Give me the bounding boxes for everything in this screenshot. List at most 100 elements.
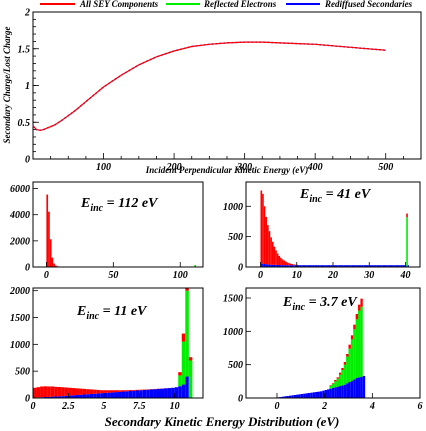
hist-bar-rediffused — [391, 265, 393, 267]
hist-bar-rediffused — [275, 264, 277, 267]
panel-y-tick-label: 1500 — [10, 313, 30, 324]
hist-bar-reflected — [334, 381, 337, 388]
hist-bar-rediffused — [404, 265, 406, 267]
hist-bar-rediffused — [389, 265, 391, 267]
hist-bar-rediffused — [364, 265, 367, 267]
hist-bar-true_secondary — [270, 237, 272, 265]
hist-bar-true_secondary — [276, 253, 279, 265]
hist-bar-rediffused — [358, 377, 361, 398]
hist-bar-rediffused — [93, 393, 97, 398]
panel-x-tick-label: 20 — [327, 270, 338, 281]
hist-bar-rediffused — [146, 389, 150, 398]
hist-bar-reflected — [331, 384, 335, 388]
hist-bar-reflected — [355, 319, 359, 378]
hist-bar-rediffused — [381, 265, 383, 267]
panel-y-tick-label: 500 — [15, 367, 30, 378]
hist-bar-rediffused — [265, 264, 268, 267]
hist-bar-true_secondary — [291, 264, 294, 266]
hist-bar-true_secondary — [46, 194, 49, 267]
panel-frame — [32, 181, 204, 268]
hist-bar-rediffused — [288, 395, 292, 398]
hist-bar-rediffused — [395, 265, 398, 267]
hist-bar-reflected — [329, 386, 332, 389]
hist-bar-true_secondary — [103, 390, 108, 393]
hist-bar-true_secondary — [346, 354, 349, 357]
hist-bar-rediffused — [273, 264, 276, 268]
hist-bar-rediffused — [281, 396, 285, 398]
hist-bar-true_secondary — [57, 387, 62, 397]
panel-title: Einc = 11 eV — [76, 304, 148, 322]
hist-bar-rediffused — [71, 395, 76, 398]
hist-bar-rediffused — [181, 384, 186, 398]
panel-x-tick-label: 2.5 — [61, 401, 75, 412]
hist-bar-true_secondary — [293, 264, 295, 266]
hist-bar-rediffused — [394, 265, 396, 267]
hist-bar-rediffused — [303, 393, 306, 398]
hist-bar-rediffused — [121, 391, 126, 398]
hist-bar-true_secondary — [47, 386, 51, 397]
panel-y-tick-label: 6000 — [10, 184, 30, 195]
top-x-tick-label: 300 — [236, 162, 252, 173]
hist-bar-rediffused — [300, 394, 304, 398]
hist-bar-true_secondary — [265, 216, 268, 265]
panel-y-tick-label: 1000 — [10, 340, 30, 351]
panel-frame — [32, 287, 204, 399]
hist-bar-rediffused — [291, 395, 294, 398]
hist-bar-rediffused — [301, 265, 303, 267]
panel-x-tick-label: 7.5 — [133, 401, 146, 412]
hist-bar-true_secondary — [61, 387, 65, 397]
hist-bar-rediffused — [64, 395, 69, 398]
panel-x-tick-label: 4 — [369, 401, 375, 412]
hist-bar-rediffused — [371, 265, 374, 267]
hist-bar-rediffused — [296, 265, 299, 267]
hist-bar-rediffused — [312, 265, 315, 267]
hist-bar-rediffused — [306, 265, 308, 267]
top-y-tick-label: 1.5 — [18, 44, 31, 55]
hist-bar-rediffused — [283, 265, 285, 267]
hist-bar-true_secondary — [54, 265, 57, 267]
hist-bar-true_secondary — [267, 225, 269, 265]
hist-bar-true_secondary — [71, 388, 76, 396]
hist-bar-rediffused — [400, 265, 403, 267]
hist-bar-rediffused — [75, 395, 80, 398]
hist-bar-rediffused — [174, 387, 179, 398]
hist-bar-rediffused — [142, 389, 147, 398]
top-y-tick-label: 0 — [25, 155, 30, 166]
hist-bar-rediffused — [366, 265, 369, 267]
hist-bar-rediffused — [302, 265, 305, 267]
hist-bar-rediffused — [61, 396, 65, 398]
hist-bar-rediffused — [100, 393, 104, 398]
hist-bar-rediffused — [298, 265, 300, 267]
hist-bar-rediffused — [329, 388, 332, 398]
hist-bar-rediffused — [320, 265, 323, 267]
hist-bar-rediffused — [307, 265, 310, 267]
histogram-panel-41ev: 0 10 20 30 40 0 500 1000 Einc = 41 eV — [223, 181, 421, 281]
hist-bar-rediffused — [128, 391, 133, 398]
hist-bar-rediffused — [178, 386, 182, 398]
panel-x-tick-label: 10 — [292, 270, 302, 281]
legend-label-reflected: Reflected Electrons — [203, 0, 277, 9]
hist-bar-rediffused — [350, 265, 352, 267]
hist-bar-rediffused — [68, 395, 72, 398]
hist-bar-true_secondary — [68, 387, 72, 396]
hist-bar-rediffused — [348, 382, 351, 398]
panel-x-tick-label: 0 — [44, 270, 49, 281]
hist-bar-rediffused — [268, 264, 271, 267]
hist-bar-rediffused — [314, 265, 316, 267]
hist-bar-rediffused — [82, 394, 87, 398]
panel-title: Einc = 41 eV — [299, 187, 372, 205]
hist-bar-rediffused — [377, 265, 380, 267]
hist-bar-rediffused — [402, 265, 405, 267]
hist-bar-rediffused — [333, 265, 336, 267]
sey-curve-chart: All SEY Components Reflected Electrons R… — [2, 0, 422, 175]
hist-bar-true_secondary — [53, 263, 55, 267]
hist-bar-true_secondary — [125, 390, 129, 392]
panel-x-tick-label: 0 — [258, 270, 263, 281]
hist-bar-true_secondary — [40, 386, 44, 398]
hist-bar-rediffused — [324, 390, 328, 398]
hist-bar-true_secondary — [178, 372, 182, 376]
hist-bar-reflected — [185, 290, 189, 377]
hist-bar-rediffused — [47, 396, 51, 398]
hist-bar-true_secondary — [132, 389, 136, 391]
hist-bar-rediffused — [376, 265, 378, 267]
